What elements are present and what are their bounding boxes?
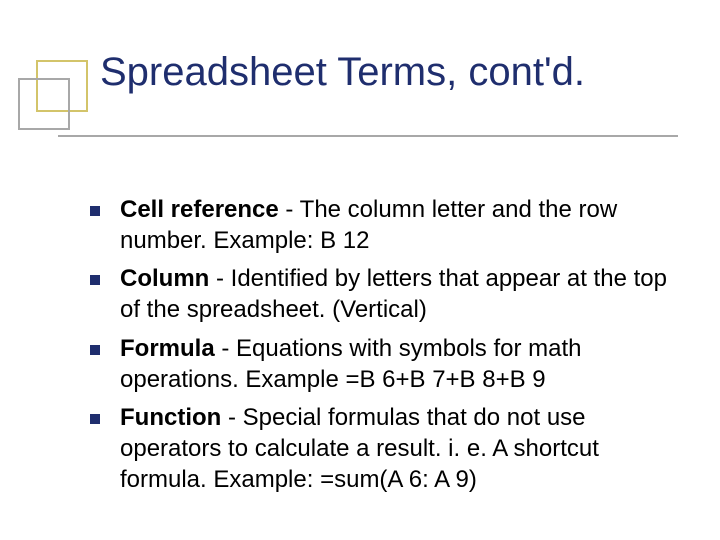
list-item: Cell reference - The column letter and t… <box>90 195 670 256</box>
list-item-text: Function - Special formulas that do not … <box>120 403 670 495</box>
title-underline <box>58 135 678 137</box>
slide-title: Spreadsheet Terms, cont'd. <box>100 50 700 95</box>
list-item: Function - Special formulas that do not … <box>90 403 670 495</box>
term: Function <box>120 404 221 431</box>
term: Formula <box>120 335 215 362</box>
square-bullet-icon <box>90 275 100 285</box>
deco-box-front <box>18 78 70 130</box>
title-decoration <box>18 60 88 130</box>
list-item: Formula - Equations with symbols for mat… <box>90 334 670 395</box>
term: Column <box>120 265 209 292</box>
bullet-list: Cell reference - The column letter and t… <box>90 195 670 503</box>
list-item: Column - Identified by letters that appe… <box>90 264 670 325</box>
square-bullet-icon <box>90 206 100 216</box>
square-bullet-icon <box>90 414 100 424</box>
list-item-text: Column - Identified by letters that appe… <box>120 264 670 325</box>
list-item-text: Formula - Equations with symbols for mat… <box>120 334 670 395</box>
term: Cell reference <box>120 196 279 223</box>
list-item-text: Cell reference - The column letter and t… <box>120 195 670 256</box>
square-bullet-icon <box>90 345 100 355</box>
